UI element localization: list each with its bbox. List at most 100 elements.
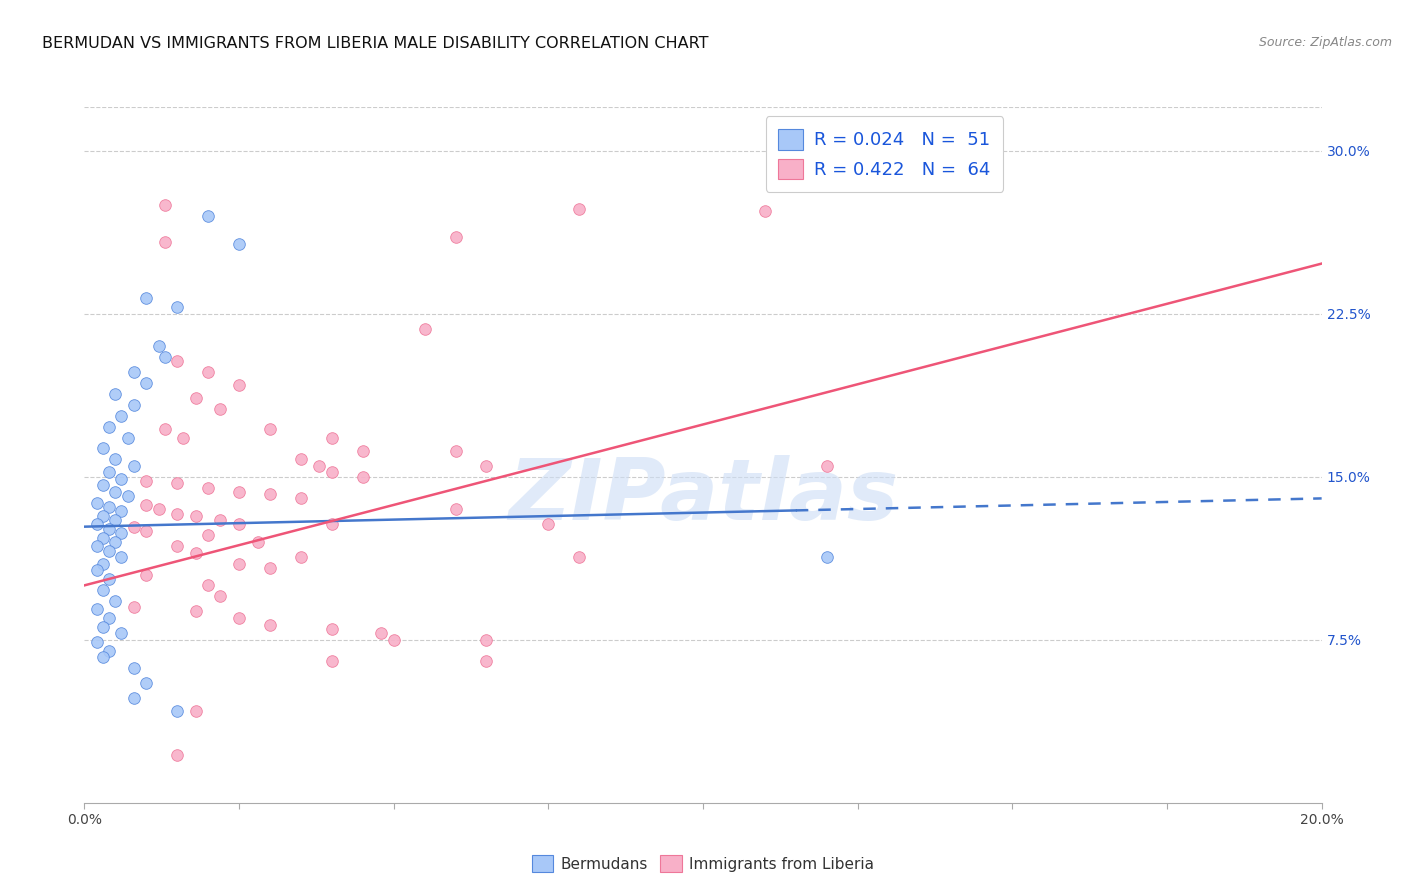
Point [184,705,207,719]
Point [308,458,330,473]
Point [228,378,250,392]
Point [110,409,132,423]
Point [166,747,188,762]
Point [197,481,219,495]
Legend: Bermudans, Immigrants from Liberia: Bermudans, Immigrants from Liberia [524,847,882,880]
Point [166,300,188,314]
Point [86,496,108,510]
Point [166,539,188,553]
Point [98,643,121,657]
Point [86,539,108,553]
Point [259,561,281,575]
Point [815,458,838,473]
Legend: R = 0.024   N =  51, R = 0.422   N =  64: R = 0.024 N = 51, R = 0.422 N = 64 [765,116,1004,192]
Point [110,626,132,640]
Text: ZIPatlas: ZIPatlas [508,455,898,538]
Point [475,632,498,647]
Point [91,478,114,492]
Point [98,419,121,434]
Point [259,617,281,632]
Point [184,392,207,406]
Point [444,443,467,458]
Point [259,487,281,501]
Point [209,402,232,417]
Point [321,655,343,669]
Point [110,504,132,518]
Point [135,376,157,391]
Point [153,198,176,212]
Point [197,209,219,223]
Point [537,517,560,532]
Point [209,589,232,603]
Point [228,611,250,625]
Point [104,535,127,549]
Point [228,517,250,532]
Point [754,204,776,219]
Point [104,593,127,607]
Point [321,466,343,480]
Point [444,502,467,516]
Point [153,235,176,249]
Point [148,339,170,353]
Point [259,422,281,436]
Point [197,578,219,592]
Point [228,237,250,252]
Point [228,557,250,571]
Point [104,452,127,467]
Point [91,508,114,523]
Point [98,572,121,586]
Point [382,632,405,647]
Point [184,508,207,523]
Point [370,626,392,640]
Point [98,522,121,536]
Text: BERMUDAN VS IMMIGRANTS FROM LIBERIA MALE DISABILITY CORRELATION CHART: BERMUDAN VS IMMIGRANTS FROM LIBERIA MALE… [42,36,709,51]
Point [135,524,157,538]
Point [209,513,232,527]
Point [290,491,312,506]
Point [122,600,145,615]
Point [122,691,145,706]
Point [98,466,121,480]
Point [184,605,207,619]
Point [172,431,194,445]
Point [135,676,157,690]
Point [135,567,157,582]
Text: Source: ZipAtlas.com: Source: ZipAtlas.com [1258,36,1392,49]
Point [104,387,127,401]
Point [153,422,176,436]
Point [413,322,436,336]
Point [321,622,343,636]
Point [110,472,132,486]
Point [117,431,139,445]
Point [122,365,145,379]
Point [290,452,312,467]
Point [91,531,114,545]
Point [91,650,114,665]
Point [135,291,157,305]
Point [352,443,374,458]
Point [321,431,343,445]
Point [135,498,157,512]
Point [568,202,591,217]
Point [98,543,121,558]
Point [475,458,498,473]
Point [815,550,838,565]
Point [166,354,188,368]
Point [122,458,145,473]
Point [166,507,188,521]
Point [122,661,145,675]
Point [197,528,219,542]
Point [184,546,207,560]
Point [135,474,157,488]
Point [86,635,108,649]
Point [352,469,374,483]
Point [91,620,114,634]
Point [98,500,121,514]
Point [117,489,139,503]
Point [86,602,108,616]
Point [197,365,219,379]
Point [228,484,250,499]
Point [91,582,114,597]
Point [166,705,188,719]
Point [91,442,114,456]
